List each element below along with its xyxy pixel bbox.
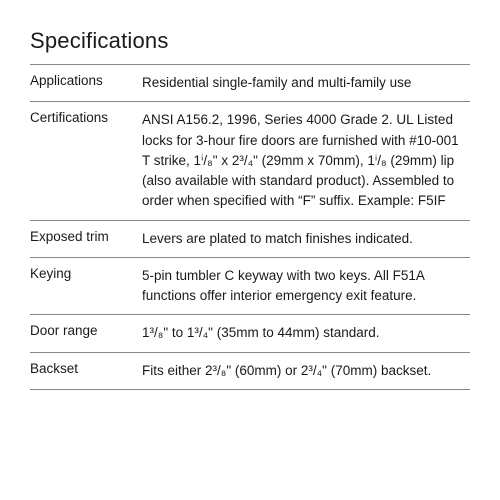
spec-heading: Specifications [30, 28, 470, 54]
spec-value: Residential single-family and multi-fami… [142, 73, 470, 93]
spec-label: Door range [30, 323, 142, 343]
spec-row: Applications Residential single-family a… [30, 65, 470, 102]
spec-label: Keying [30, 266, 142, 307]
spec-value: 1³/₈" to 1³/₄" (35mm to 44mm) standard. [142, 323, 470, 343]
spec-row: Certifications ANSI A156.2, 1996, Series… [30, 102, 470, 220]
spec-row: Exposed trim Levers are plated to match … [30, 221, 470, 258]
spec-row: Door range 1³/₈" to 1³/₄" (35mm to 44mm)… [30, 315, 470, 352]
spec-row: Keying 5-pin tumbler C keyway with two k… [30, 258, 470, 316]
spec-value: Fits either 2³/₈" (60mm) or 2³/₄" (70mm)… [142, 361, 470, 381]
spec-label: Certifications [30, 110, 142, 211]
spec-label: Exposed trim [30, 229, 142, 249]
spec-value: Levers are plated to match finishes indi… [142, 229, 470, 249]
spec-row: Backset Fits either 2³/₈" (60mm) or 2³/₄… [30, 353, 470, 390]
spec-value: ANSI A156.2, 1996, Series 4000 Grade 2. … [142, 110, 470, 211]
spec-label: Backset [30, 361, 142, 381]
spec-value: 5-pin tumbler C keyway with two keys. Al… [142, 266, 470, 307]
spec-label: Applications [30, 73, 142, 93]
